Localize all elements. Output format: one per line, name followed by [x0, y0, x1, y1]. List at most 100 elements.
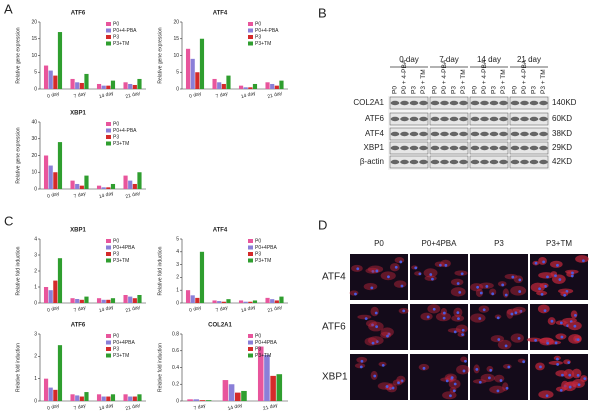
cell	[380, 331, 392, 339]
panel-label: C	[4, 213, 13, 228]
y-tick-label: 1	[176, 288, 179, 294]
bar	[238, 85, 244, 89]
legend-swatch	[248, 239, 253, 243]
cell	[389, 263, 400, 272]
blot-strip	[469, 155, 509, 169]
x-tick-label: 21 day	[267, 304, 284, 314]
nucleus	[442, 316, 446, 320]
cell	[380, 327, 394, 337]
nucleus	[432, 307, 436, 311]
nucleus	[568, 373, 572, 377]
blot-strip	[509, 141, 549, 155]
day-label: 21 day	[517, 55, 541, 64]
nucleus	[460, 272, 464, 276]
band	[499, 116, 508, 122]
band	[470, 100, 480, 106]
lane-label: P0	[472, 86, 479, 94]
nucleus	[449, 394, 452, 398]
y-tick-label: 0	[176, 86, 179, 92]
column-label: P3	[494, 239, 504, 248]
image-bg	[410, 254, 468, 300]
cell	[555, 370, 568, 377]
row-label: ATF4	[322, 272, 346, 283]
bar	[128, 83, 133, 89]
size-label: 29KD	[552, 143, 572, 152]
band	[440, 100, 449, 106]
bar	[70, 394, 75, 401]
bar	[79, 82, 84, 89]
bar	[212, 78, 217, 89]
band	[539, 116, 548, 122]
column-label: P0+4PBA	[422, 239, 458, 248]
micrograph	[349, 254, 408, 300]
legend-swatch	[106, 28, 111, 33]
y-tick-label: 0	[176, 300, 179, 306]
nucleus	[461, 328, 465, 332]
lane-label: P3 + TM	[540, 69, 547, 94]
band	[529, 145, 539, 151]
nucleus	[570, 274, 574, 278]
band	[449, 131, 459, 137]
micrograph	[526, 304, 588, 350]
bar	[84, 296, 89, 303]
x-tick-label: 7 day	[73, 191, 87, 200]
blot-strip	[389, 127, 429, 141]
bar	[110, 183, 116, 189]
x-tick-label: 0 day	[47, 91, 61, 100]
x-tick-label: 14 day	[98, 304, 115, 314]
bar	[279, 80, 284, 89]
band	[459, 159, 468, 165]
nucleus	[504, 344, 508, 348]
band	[529, 116, 539, 122]
bar	[248, 301, 253, 303]
legend-swatch	[106, 128, 111, 133]
bar	[257, 346, 264, 401]
cell	[490, 335, 505, 343]
x-tick-label: 7 day	[193, 403, 207, 412]
y-tick-label: 20	[173, 19, 179, 25]
nucleus	[496, 316, 500, 320]
band	[539, 159, 548, 165]
band	[489, 159, 499, 165]
nucleus	[581, 259, 585, 263]
bar	[217, 301, 222, 303]
nucleus	[431, 277, 434, 281]
bar	[57, 258, 63, 303]
bar	[84, 175, 89, 189]
y-axis-label: Relative fold induction	[15, 246, 21, 295]
cell	[494, 374, 505, 383]
blot-strip	[429, 141, 469, 155]
y-tick-label: 4	[176, 249, 179, 255]
legend-swatch	[106, 239, 111, 243]
lane-label: P3	[491, 86, 498, 94]
legend-swatch	[106, 340, 111, 345]
bar	[132, 84, 137, 89]
nucleus	[518, 278, 522, 282]
nucleus	[478, 380, 482, 384]
band	[499, 145, 508, 151]
bar	[270, 83, 275, 89]
bar	[243, 301, 248, 303]
nucleus	[442, 311, 446, 315]
band	[449, 100, 459, 106]
nucleus	[450, 376, 454, 380]
bar	[110, 298, 116, 303]
band	[529, 159, 539, 165]
y-tick-label: 20	[31, 19, 37, 25]
legend-label: P0+4-PBA	[113, 28, 137, 34]
cell	[489, 385, 506, 394]
x-tick-label: 7 day	[215, 305, 229, 314]
chart-title: ATF4	[213, 228, 228, 234]
bar	[199, 251, 205, 303]
bar	[137, 394, 142, 401]
x-tick-label: 0 day	[47, 305, 61, 314]
cell	[377, 382, 393, 390]
band	[390, 131, 400, 137]
lane-label: P0 + 4-PBA	[441, 59, 448, 94]
y-tick-label: 0	[34, 398, 37, 404]
band	[419, 131, 428, 137]
bar	[79, 185, 84, 189]
nucleus	[571, 271, 574, 275]
bar	[48, 387, 53, 401]
nucleus	[476, 285, 480, 289]
